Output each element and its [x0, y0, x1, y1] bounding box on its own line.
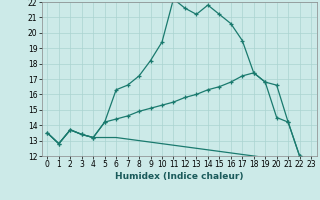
X-axis label: Humidex (Indice chaleur): Humidex (Indice chaleur): [115, 172, 244, 181]
